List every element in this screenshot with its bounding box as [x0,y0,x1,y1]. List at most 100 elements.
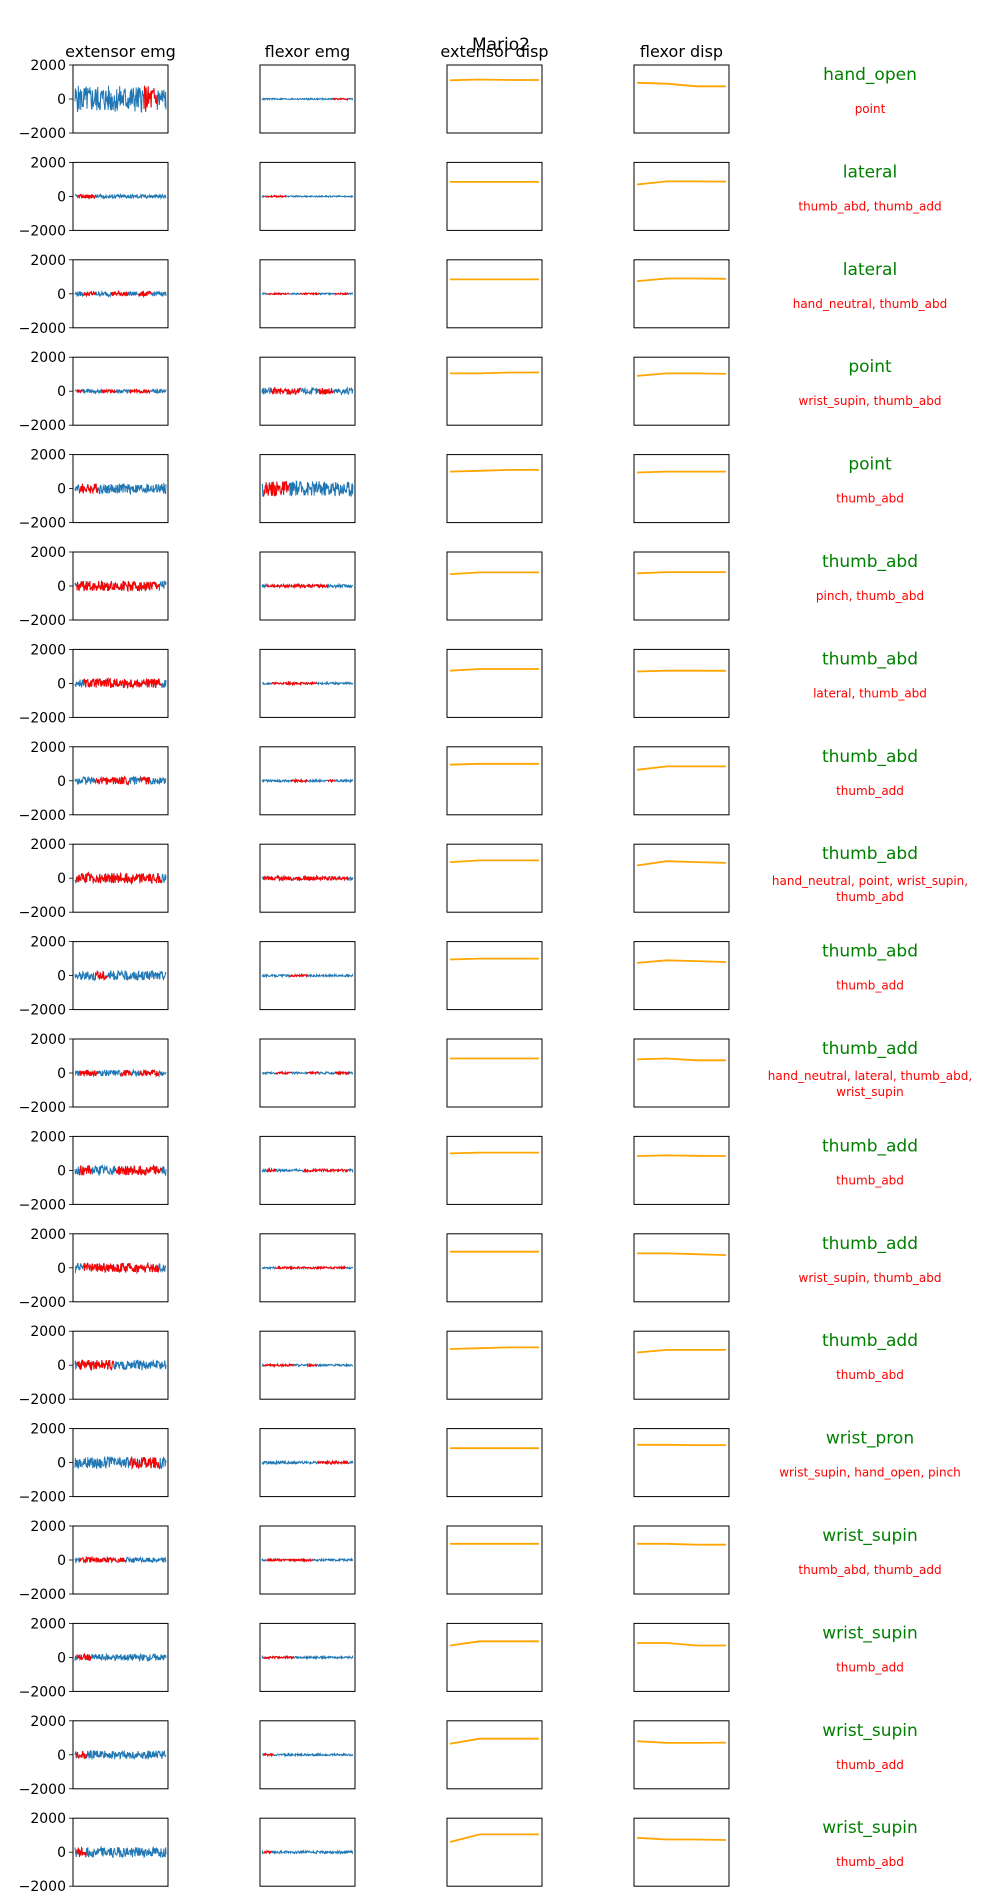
predicted-label: wrist_pron [826,1429,914,1449]
subplot-frame [72,356,169,426]
disp-trace [449,1151,539,1155]
emg-highlight-trace [290,777,308,784]
subplot-frame [72,64,169,134]
emg-highlight-trace [300,291,320,296]
emg-highlight-trace [275,1264,347,1271]
y-tick-label: 0 [57,1358,66,1374]
disp-trace [636,1836,727,1841]
emg-highlight-trace [76,1750,87,1760]
chart-row: 2000 0 −2000 thumb_abd thumb_add [19,935,918,1019]
disp-trace [636,765,726,771]
candidate-labels: hand_neutral, thumb_abd [793,297,948,311]
disp-trace [449,1737,539,1745]
y-tick-label: 2000 [30,1714,66,1730]
candidate-labels: pinch, thumb_abd [816,589,924,603]
subplot-frame [633,1817,730,1887]
subplot-frame [259,648,356,718]
emg-highlight-trace [110,289,129,297]
emg-highlight-trace [76,1359,114,1371]
emg-highlight-trace [76,1846,87,1858]
candidate-labels: thumb_abd [836,492,904,506]
subplot-frame [446,356,543,426]
disp-trace [636,959,727,964]
subplot-frame [259,1428,356,1498]
emg-highlight-trace [77,193,96,200]
y-tick-label: 2000 [30,253,66,269]
disp-trace [636,1349,726,1354]
emg-highlight-trace [263,1362,295,1368]
disp-trace [636,470,726,474]
disp-trace [637,1642,726,1647]
subplot-frame [72,1428,169,1498]
predicted-label: lateral [843,162,897,182]
small-multiples-grid: extensor emg flexor emg extensor disp flexo… [19,42,973,1895]
subplot-frame [633,259,730,329]
emg-highlight-trace [317,1459,349,1466]
candidate-labels: thumb_add [836,1660,904,1674]
emg-highlight-trace [76,388,83,394]
subplot-frame [72,1525,169,1595]
predicted-label: thumb_add [822,1136,918,1156]
subplot-frame [633,1428,730,1498]
candidate-labels: hand_neutral, lateral, thumb_abd, [768,1069,972,1083]
emg-highlight-trace [334,291,349,296]
emg-highlight-trace [302,1167,349,1174]
subplot-frame [446,259,543,329]
y-tick-label: 2000 [30,545,66,561]
subplot-frame [446,746,543,816]
subplot-frame [259,161,356,231]
candidate-labels: wrist_supin [836,1085,903,1099]
y-tick-label: 2000 [30,448,66,464]
chart-row: 2000 0 −2000 thumb_add thumb_abd [19,1324,918,1408]
predicted-label: wrist_supin [822,1623,918,1643]
emg-trace [261,1849,354,1856]
emg-highlight-trace [83,677,162,690]
subplot-frame [446,1135,543,1205]
emg-highlight-trace [79,483,99,495]
subplot-frame [72,551,169,621]
y-tick-label: 0 [57,1066,66,1082]
subplot-frame [259,1622,356,1692]
chart-row: 2000 0 −2000 wrist_supin thumb_abd [19,1811,918,1895]
emg-highlight-trace [266,1557,313,1563]
disp-trace [449,957,539,961]
emg-highlight-trace [94,970,108,981]
subplot-frame [633,161,730,231]
candidate-labels: wrist_supin, thumb_abd [799,394,942,408]
emg-highlight-trace [266,1167,276,1173]
y-tick-label: 2000 [30,935,66,951]
y-tick-label: −2000 [19,1684,66,1700]
subplot-frame [446,161,543,231]
chart-row: 2000 0 −2000 thumb_add wrist_supin, thumb_ab… [19,1227,942,1311]
y-tick-label: 2000 [30,1227,66,1243]
column-title: flexor emg [265,42,351,61]
y-tick-label: 0 [57,1650,66,1666]
disp-trace [449,1833,539,1843]
predicted-label: thumb_abd [822,552,918,572]
disp-trace [637,1252,727,1256]
subplot-frame [446,551,543,621]
candidate-labels: thumb_abd [836,1368,904,1382]
candidate-labels: thumb_add [836,1758,904,1772]
predicted-label: thumb_add [822,1234,918,1254]
emg-highlight-trace [288,972,308,978]
disp-trace [636,1154,727,1157]
y-tick-label: 0 [57,1748,66,1764]
column-title: extensor disp [440,42,548,61]
candidate-labels: thumb_abd, thumb_add [798,199,941,213]
predicted-label: thumb_abd [822,844,918,864]
emg-highlight-trace [115,1164,162,1176]
emg-highlight-trace [307,1362,318,1368]
y-tick-label: 2000 [30,155,66,171]
subplot-frame [259,356,356,426]
emg-trace [261,1752,354,1758]
disp-trace [449,78,539,82]
emg-highlight-trace [79,1069,99,1078]
subplot-frame [72,648,169,718]
emg-highlight-trace [94,775,130,786]
subplot-frame [446,1233,543,1303]
disp-trace [636,372,727,377]
disp-trace [637,1542,726,1546]
y-tick-label: −2000 [19,516,66,532]
chart-row: 2000 0 −2000 thumb_abd pinch, thumb_abd [19,545,924,629]
